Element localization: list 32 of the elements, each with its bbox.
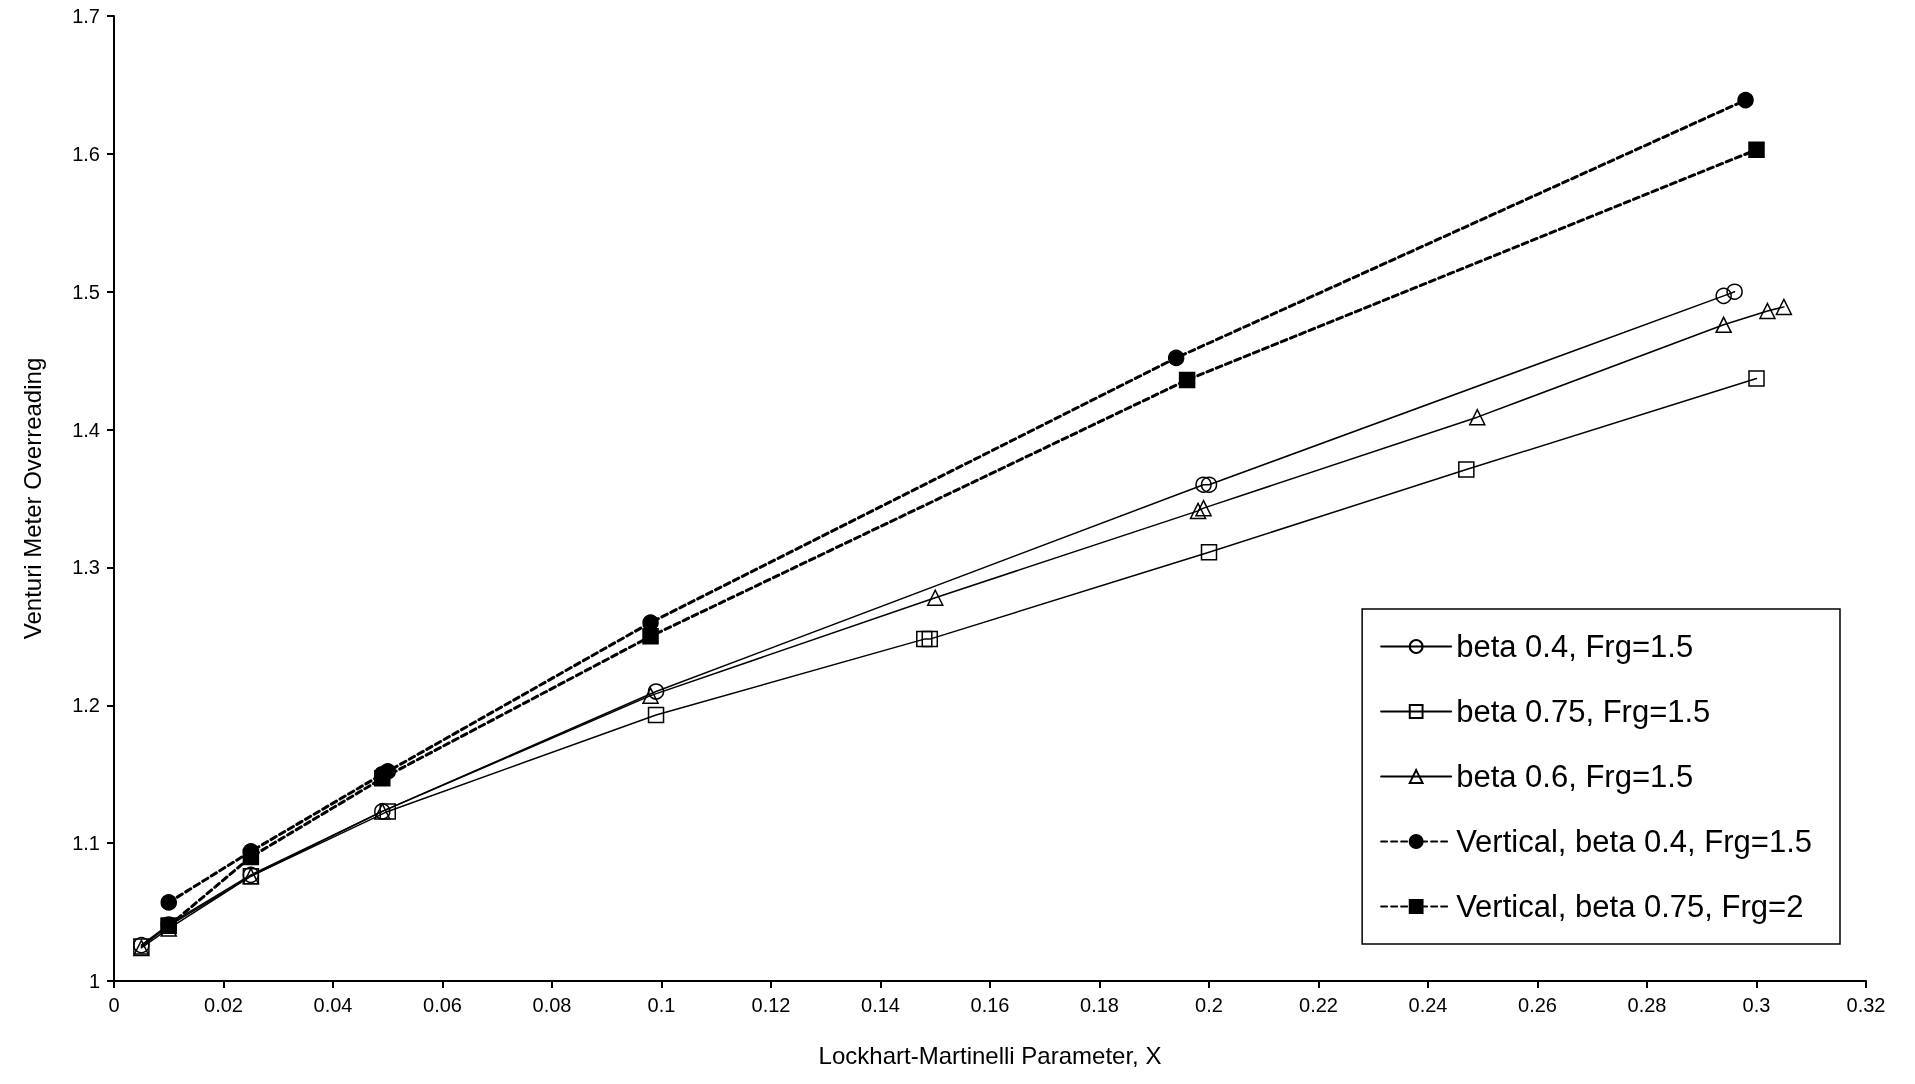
y-tick-label: 1.1 [72,832,100,855]
y-tick-label: 1.7 [72,5,100,27]
legend-label: Vertical, beta 0.75, Frg=2 [1456,889,1804,924]
x-tick-label: 0.28 [1627,994,1667,1016]
legend-label: beta 0.4, Frg=1.5 [1456,629,1694,664]
y-tick-label: 1 [88,970,100,992]
x-tick-label: 0.24 [1408,994,1448,1016]
legend-label: Vertical, beta 0.4, Frg=1.5 [1456,824,1813,859]
x-tick-label: 0.18 [1080,994,1119,1016]
x-tick-label: 0.02 [204,994,243,1016]
y-tick-label: 1.6 [72,142,100,165]
y-tick-label: 1.4 [72,418,100,441]
x-tick-label: 0.2 [1195,994,1223,1016]
legend-label: beta 0.6, Frg=1.5 [1456,759,1694,794]
x-tick-label: 0.26 [1518,994,1557,1016]
x-tick-label: 0.04 [313,994,353,1016]
y-tick-label: 1.2 [72,694,100,717]
y-axis-title: Venturi Meter Overreading [18,357,46,640]
x-tick-label: 0.14 [861,994,900,1016]
x-tick-label: 0.12 [751,994,791,1016]
y-tick-label: 1.5 [72,280,100,303]
x-axis-title: Lockhart-Martinelli Parameter, X [818,1041,1162,1069]
x-tick-label: 0.1 [647,994,676,1016]
y-tick-label: 1.3 [72,556,100,579]
x-tick-label: 0.3 [1742,994,1771,1016]
x-tick-label: 0.22 [1299,994,1338,1016]
x-tick-label: 0 [108,994,120,1016]
x-tick-label: 0.32 [1846,994,1886,1016]
x-tick-label: 0.06 [423,994,462,1016]
x-tick-label: 0.08 [532,994,572,1016]
x-tick-label: 0.16 [970,994,1010,1016]
legend-label: beta 0.75, Frg=1.5 [1456,694,1711,729]
